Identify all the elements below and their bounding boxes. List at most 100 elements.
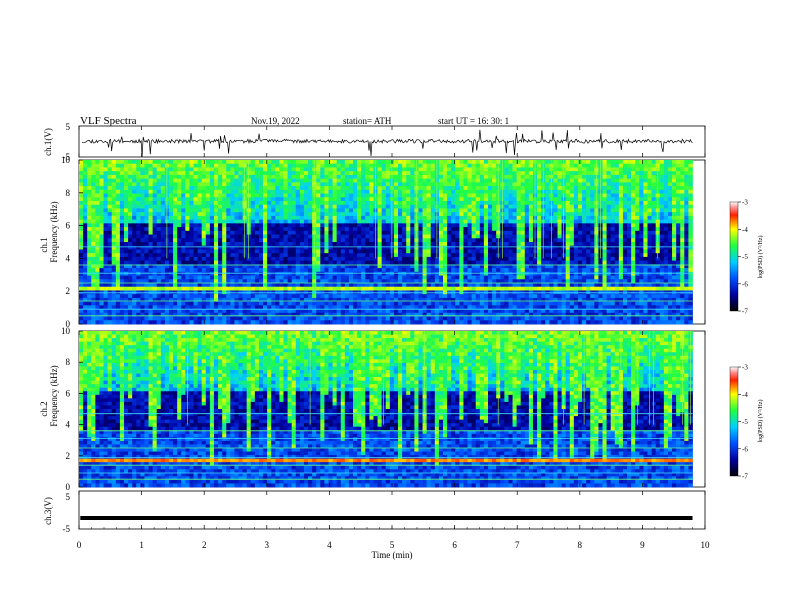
spectrogram-cell [438, 208, 444, 213]
spectrogram-cell [353, 171, 358, 176]
spectrogram-cell [201, 212, 207, 217]
spectrogram-cell [128, 160, 133, 165]
spectrogram-cell [128, 189, 133, 194]
spectrogram-cell [557, 178, 562, 183]
spectrogram-cell [230, 178, 235, 183]
spectrogram-cell [500, 268, 505, 273]
spectrogram-cell [324, 223, 329, 228]
spectrogram-cell [582, 182, 587, 187]
spectrogram-cell [234, 215, 239, 221]
spectrogram-cell [447, 160, 452, 165]
spectrogram-cell [111, 245, 117, 250]
spectrogram-cell [160, 204, 166, 209]
spectrogram-cell [524, 223, 530, 228]
spectrogram-cell [328, 204, 333, 209]
spectrogram-cell [422, 193, 428, 198]
spectrogram-cell [385, 271, 391, 276]
spectrogram-cell [340, 234, 346, 239]
spectrogram-cell [455, 245, 460, 250]
spectrogram-cell [422, 182, 428, 187]
spectrogram-cell [455, 256, 460, 262]
spectrogram-cell [537, 186, 542, 191]
spectrogram-cell [537, 167, 542, 172]
spectrogram-cell [250, 204, 256, 209]
spectrogram-cell [545, 189, 550, 194]
spectrogram-cell [586, 174, 591, 180]
spectrogram-cell [79, 208, 84, 213]
spectrogram-cell [140, 245, 145, 250]
spectrogram-cell [565, 230, 571, 235]
spectrogram-cell [631, 219, 636, 224]
spectrogram-cell [455, 230, 460, 235]
spectrogram-cell [332, 186, 338, 191]
spectrogram-cell [91, 189, 96, 194]
spectrogram-cell [463, 223, 468, 228]
spectrogram-cell [197, 215, 203, 221]
spectrogram-cell [602, 268, 607, 273]
spectrogram-cell [622, 271, 628, 276]
spectrogram-cell [659, 208, 665, 213]
spectrogram-cell [103, 223, 109, 228]
spectrogram-cell [123, 160, 129, 165]
spectrogram-cell [99, 193, 104, 198]
spectrogram-cell [148, 260, 154, 265]
spectrogram-cell [438, 230, 444, 235]
spectrogram-cell [467, 212, 473, 217]
spectrogram-cell [299, 160, 305, 165]
spectrogram-cell [438, 160, 444, 165]
spectrogram-cell [565, 234, 571, 239]
spectrogram-cell [516, 163, 522, 168]
spectrogram-cell [173, 249, 178, 254]
spectrogram-cell [148, 234, 154, 239]
spectrogram-cell [218, 234, 223, 239]
spectrogram-cell [79, 163, 84, 168]
spectrogram-cell [271, 174, 276, 180]
spectrogram-cell [324, 193, 329, 198]
spectrogram-cell [189, 167, 194, 172]
spectrogram-cell [647, 249, 652, 254]
spectrogram-cell [193, 268, 199, 273]
spectrogram-cell [107, 178, 113, 183]
spectrogram-cell [111, 160, 117, 165]
spectrogram-cell [353, 182, 358, 187]
spectrogram-cell [156, 234, 162, 239]
spectrogram-cell [504, 238, 509, 243]
spectrogram-cell [418, 204, 423, 209]
spectrogram-cell [557, 242, 562, 247]
spectrogram-cell [246, 264, 252, 269]
spectrogram-cell [590, 197, 595, 202]
spectrogram-cell [332, 178, 338, 183]
spectrogram-cell [103, 167, 109, 172]
spectrogram-cell [577, 238, 583, 243]
spectrogram-cell [320, 230, 325, 235]
spectrogram-cell [459, 201, 464, 206]
spectrogram-cell [487, 208, 493, 213]
spectrogram-cell [83, 178, 88, 183]
spectrogram-cell [128, 242, 133, 247]
spectrogram-cell [267, 178, 272, 183]
spectrogram-cell [238, 260, 243, 265]
spectrogram-cell [87, 275, 92, 280]
spectrogram-cell [160, 245, 166, 250]
spectrogram-cell [455, 212, 460, 217]
spectrogram-cell [361, 234, 366, 239]
spectrogram-cell [577, 189, 583, 194]
spectrogram-cell [218, 189, 223, 194]
spectrogram-cell [152, 264, 158, 269]
spectrogram-cell [651, 279, 657, 284]
spectrogram-cell [316, 249, 321, 254]
spectrogram-cell [557, 204, 562, 209]
spectrogram-cell [606, 163, 612, 168]
spectrogram-cell [156, 212, 162, 217]
spectrogram-cell [201, 167, 207, 172]
spectrogram-cell [328, 219, 333, 224]
spectrogram-cell [467, 279, 473, 284]
spectrogram-cell [635, 212, 640, 217]
spectrogram-cell [250, 249, 256, 254]
spectrogram-cell [443, 223, 448, 228]
spectrogram-cell [651, 260, 657, 265]
spectrogram-cell [622, 268, 628, 273]
spectrogram-cell [238, 238, 243, 243]
spectrogram-cell [99, 268, 104, 273]
spectrogram-cell [528, 230, 534, 235]
